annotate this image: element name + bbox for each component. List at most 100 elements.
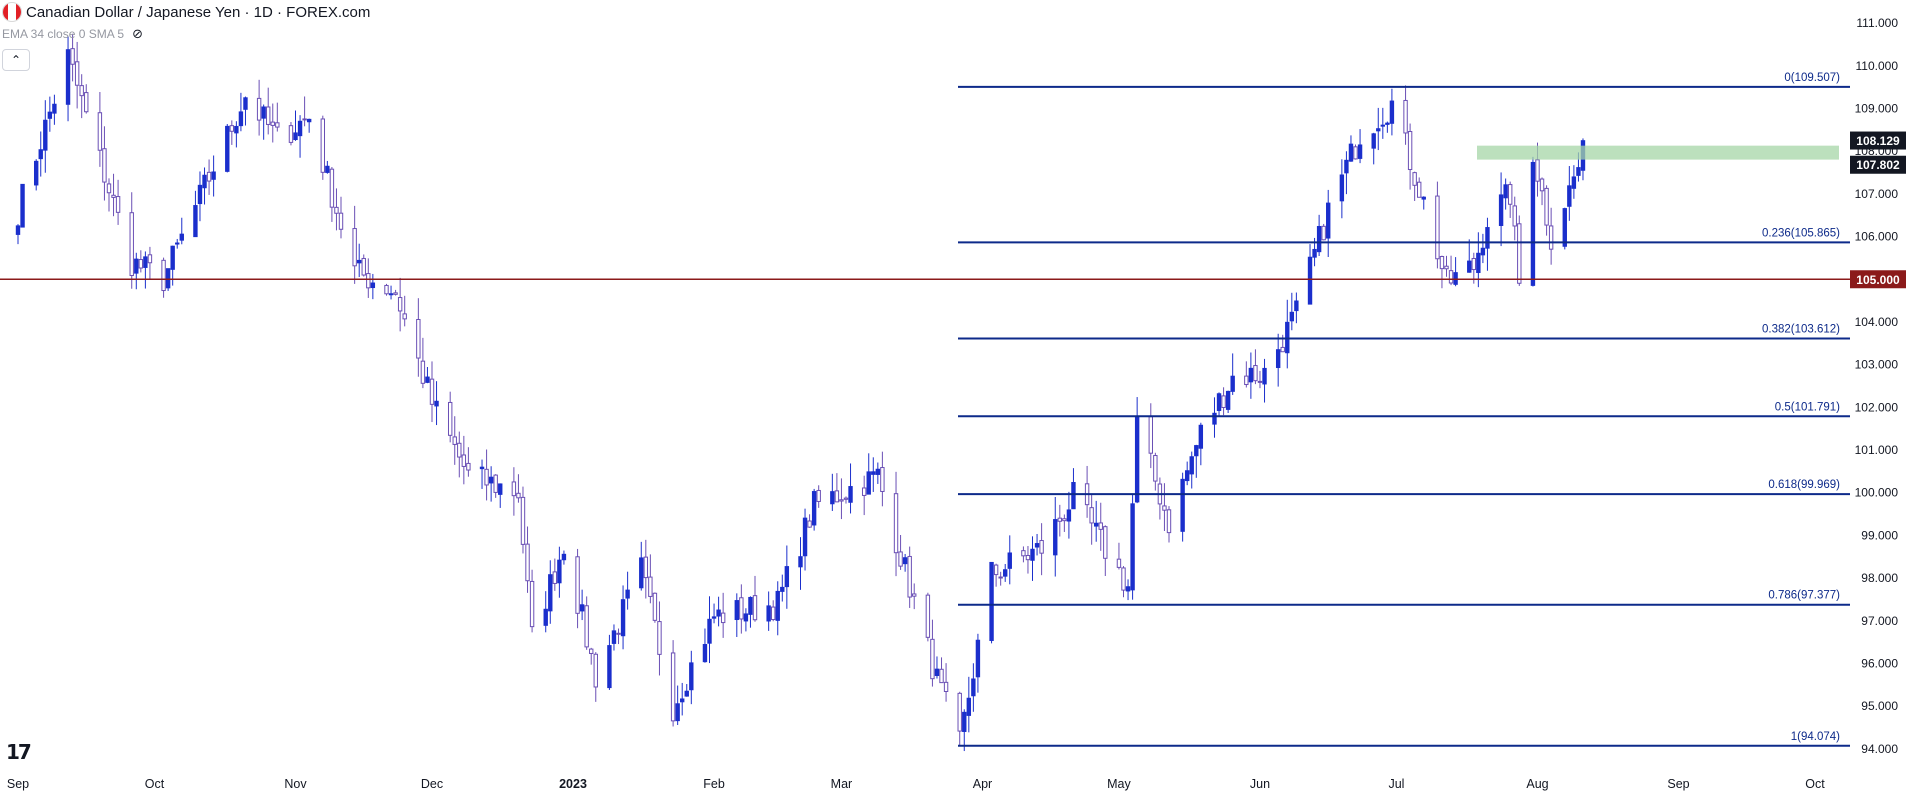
candle-body: [70, 48, 75, 65]
candle-body: [388, 293, 394, 296]
candle-body: [989, 561, 994, 641]
candle: [1285, 299, 1290, 369]
candle-body: [20, 183, 25, 228]
candle-body: [488, 476, 494, 484]
candle-body: [625, 589, 630, 599]
price-axis[interactable]: 111.000110.000109.000108.000107.000106.0…: [1855, 16, 1899, 756]
candle: [1435, 181, 1440, 269]
indicator-label[interactable]: EMA 34 close 0 SMA 5: [2, 27, 125, 41]
candle: [1025, 546, 1031, 574]
candle: [1371, 132, 1376, 165]
candle: [1357, 129, 1363, 164]
candle-body: [111, 194, 116, 198]
candle-body: [275, 122, 280, 128]
candle: [1007, 535, 1012, 585]
candle-body: [1507, 184, 1513, 205]
candle-body: [138, 259, 144, 269]
candle: [1225, 390, 1231, 414]
candle-body: [1066, 509, 1072, 522]
candle-body: [1312, 248, 1317, 258]
candle: [466, 447, 471, 477]
price-tick-label: 97.000: [1861, 614, 1898, 628]
candle: [907, 546, 912, 608]
candle-body: [452, 436, 457, 445]
candle-body: [525, 543, 530, 582]
candle-body: [966, 697, 972, 716]
candle: [420, 337, 426, 389]
time-tick-label: Oct: [1805, 777, 1825, 791]
candle-body: [297, 120, 303, 137]
candle: [684, 684, 689, 697]
candle: [457, 431, 462, 478]
tradingview-logo[interactable]: 17: [6, 740, 32, 764]
candle: [1021, 546, 1026, 563]
candle-body: [1339, 174, 1345, 202]
candle: [229, 120, 235, 145]
candle-body: [1253, 365, 1258, 382]
price-badges: 108.129 107.802 105.000: [1850, 131, 1906, 289]
candle: [484, 449, 489, 501]
candle: [1571, 165, 1577, 199]
candle: [998, 571, 1003, 586]
time-tick-label: Aug: [1526, 777, 1548, 791]
candle-body: [934, 668, 940, 677]
candle: [802, 508, 808, 571]
symbol-title[interactable]: Canadian Dollar / Japanese Yen · 1D · FO…: [26, 3, 371, 21]
fib-level-label: 0.618(99.969): [1768, 479, 1840, 491]
candle-body: [1248, 367, 1254, 383]
candle-body: [529, 580, 535, 628]
zone-top-badge-bg: [1850, 131, 1906, 150]
candle-body: [893, 493, 899, 554]
candle: [657, 601, 662, 676]
candle-body: [1503, 184, 1508, 199]
candle: [1348, 135, 1354, 162]
candle: [1216, 392, 1222, 417]
candle-body: [711, 616, 717, 619]
candle: [138, 250, 144, 273]
candle-body: [357, 259, 362, 264]
candle-body: [1025, 555, 1031, 561]
candle-body: [584, 605, 589, 648]
candle-body: [1189, 456, 1194, 475]
time-tick-label: Dec: [421, 777, 443, 791]
candle-body: [1539, 178, 1545, 192]
candle: [543, 591, 548, 633]
candle: [739, 584, 744, 634]
candle: [529, 569, 535, 633]
candle: [106, 178, 112, 212]
candle-body: [97, 112, 103, 151]
price-tick-label: 96.000: [1861, 657, 1898, 671]
candle: [743, 608, 749, 632]
candle-body: [1562, 208, 1567, 247]
candle: [1316, 214, 1322, 257]
hidden-eye-icon[interactable]: ⊘: [132, 26, 143, 41]
indicator-legend[interactable]: EMA 34 close 0 SMA 5 ⊘: [2, 26, 143, 42]
candle: [225, 124, 230, 173]
candle-body: [548, 574, 553, 612]
candle-body: [84, 92, 89, 113]
candle-body: [1212, 412, 1217, 425]
candle: [912, 583, 917, 610]
candle-body: [416, 318, 421, 359]
candle: [1053, 496, 1058, 577]
candle-body: [1357, 144, 1363, 159]
candle-body: [925, 594, 931, 638]
candle-body: [1039, 540, 1044, 554]
candle: [675, 685, 680, 725]
candle: [1339, 159, 1345, 219]
collapse-legend-button[interactable]: ⌃: [2, 49, 30, 71]
price-tick-label: 94.000: [1861, 742, 1898, 756]
candle-body: [511, 481, 517, 497]
candle-body: [543, 608, 548, 626]
candle-body: [734, 600, 739, 621]
candle-body: [393, 292, 398, 295]
candle: [925, 592, 931, 642]
time-axis[interactable]: Sep Oct Nov Dec 2023 Feb Mar Apr May Jun Jul Aug Sep…: [7, 777, 1825, 791]
candle: [625, 571, 630, 610]
candle-body: [1476, 252, 1481, 274]
candle: [1421, 196, 1426, 210]
candle: [1194, 444, 1199, 478]
candle: [711, 603, 717, 624]
candle: [589, 647, 594, 665]
